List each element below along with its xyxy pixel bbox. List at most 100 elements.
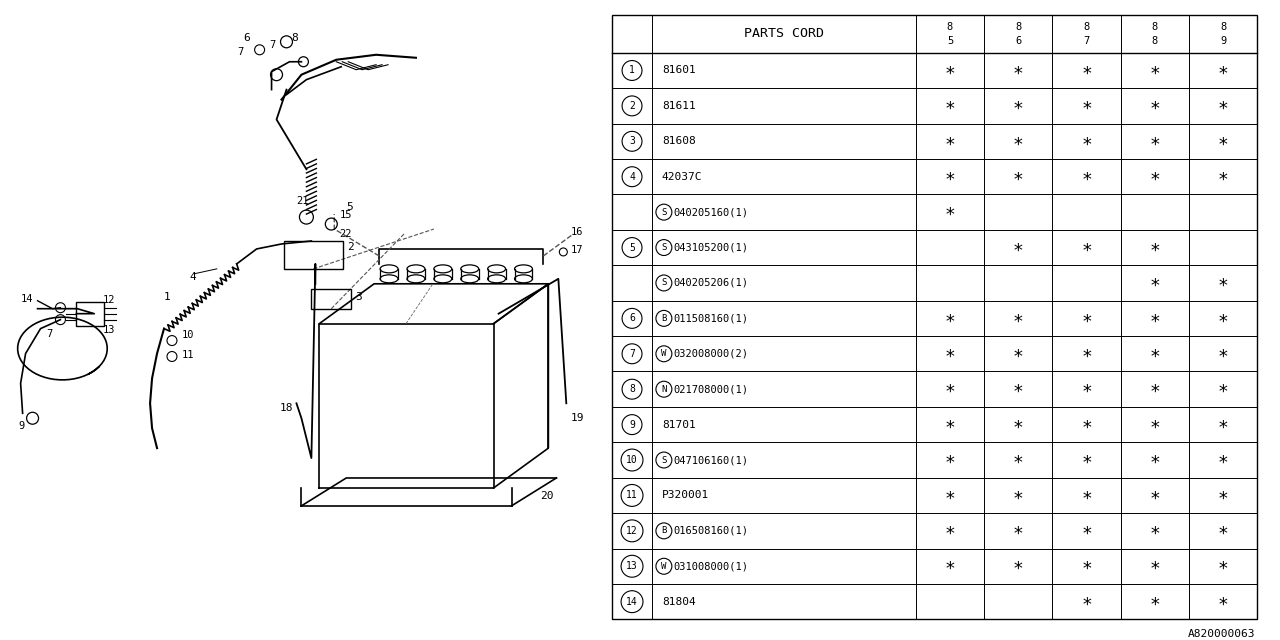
Text: ∗: ∗ <box>1217 415 1229 434</box>
Text: ∗: ∗ <box>945 168 955 186</box>
Text: ∗: ∗ <box>945 486 955 504</box>
Text: 6: 6 <box>628 314 635 323</box>
Bar <box>612 15 1257 620</box>
Text: 81608: 81608 <box>662 136 695 147</box>
Text: ∗: ∗ <box>1217 97 1229 115</box>
Text: 9: 9 <box>19 421 24 431</box>
Text: 13: 13 <box>626 561 637 572</box>
Text: ∗: ∗ <box>1149 61 1161 79</box>
Text: 17: 17 <box>571 245 582 255</box>
Text: ∗: ∗ <box>945 61 955 79</box>
Text: 040205206(1): 040205206(1) <box>673 278 749 288</box>
Text: S: S <box>662 207 667 216</box>
Text: ∗: ∗ <box>1012 451 1024 469</box>
Text: ∗: ∗ <box>1082 522 1092 540</box>
Text: ∗: ∗ <box>1149 557 1161 575</box>
Text: W: W <box>662 562 667 571</box>
Text: 043105200(1): 043105200(1) <box>673 243 749 253</box>
Text: 11: 11 <box>182 349 195 360</box>
Text: ∗: ∗ <box>1217 132 1229 150</box>
Text: ∗: ∗ <box>1149 451 1161 469</box>
Text: 22: 22 <box>339 229 352 239</box>
Text: 12: 12 <box>626 526 637 536</box>
Text: 4: 4 <box>628 172 635 182</box>
Text: ∗: ∗ <box>1012 61 1024 79</box>
Text: ∗: ∗ <box>1217 345 1229 363</box>
Text: ∗: ∗ <box>1082 486 1092 504</box>
Text: ∗: ∗ <box>1217 309 1229 328</box>
Text: 021708000(1): 021708000(1) <box>673 384 749 394</box>
Text: 032008000(2): 032008000(2) <box>673 349 749 359</box>
Text: 6: 6 <box>1015 36 1021 46</box>
Text: 20: 20 <box>540 491 554 501</box>
Text: ∗: ∗ <box>1149 97 1161 115</box>
Text: B: B <box>662 526 667 535</box>
Text: ∗: ∗ <box>1217 61 1229 79</box>
Text: ∗: ∗ <box>1217 522 1229 540</box>
Text: ∗: ∗ <box>1082 168 1092 186</box>
Text: 6: 6 <box>243 33 251 43</box>
Text: W: W <box>662 349 667 358</box>
Text: ∗: ∗ <box>1149 239 1161 257</box>
Text: 8: 8 <box>1220 22 1226 32</box>
Text: A820000063: A820000063 <box>1188 629 1256 639</box>
Text: ∗: ∗ <box>1082 451 1092 469</box>
Text: 3: 3 <box>356 292 362 301</box>
Text: ∗: ∗ <box>1149 309 1161 328</box>
Text: ∗: ∗ <box>1082 415 1092 434</box>
Text: ∗: ∗ <box>945 451 955 469</box>
Text: ∗: ∗ <box>1012 380 1024 398</box>
Text: 4: 4 <box>189 272 197 282</box>
Bar <box>311 289 351 308</box>
Text: PARTS CORD: PARTS CORD <box>744 28 824 40</box>
Text: ∗: ∗ <box>945 132 955 150</box>
Text: 5: 5 <box>947 36 954 46</box>
Text: 15: 15 <box>339 210 352 220</box>
Text: 7: 7 <box>1083 36 1089 46</box>
Text: 14: 14 <box>20 294 33 304</box>
Text: ∗: ∗ <box>1012 309 1024 328</box>
Text: 040205160(1): 040205160(1) <box>673 207 749 217</box>
Text: 18: 18 <box>279 403 293 413</box>
Text: S: S <box>662 278 667 287</box>
Text: ∗: ∗ <box>1012 522 1024 540</box>
Text: ∗: ∗ <box>1217 274 1229 292</box>
Text: 14: 14 <box>626 596 637 607</box>
Text: 81804: 81804 <box>662 596 695 607</box>
Text: ∗: ∗ <box>1012 97 1024 115</box>
Text: S: S <box>662 243 667 252</box>
Text: ∗: ∗ <box>1012 168 1024 186</box>
Text: 9: 9 <box>628 420 635 429</box>
Text: ∗: ∗ <box>1012 415 1024 434</box>
Text: ∗: ∗ <box>1012 557 1024 575</box>
Text: ∗: ∗ <box>1149 168 1161 186</box>
Text: 9: 9 <box>1220 36 1226 46</box>
Text: ∗: ∗ <box>945 345 955 363</box>
Text: 16: 16 <box>571 227 582 237</box>
Bar <box>283 241 343 269</box>
Text: ∗: ∗ <box>945 97 955 115</box>
Text: 016508160(1): 016508160(1) <box>673 526 749 536</box>
Text: B: B <box>662 314 667 323</box>
Text: ∗: ∗ <box>1082 61 1092 79</box>
Text: 7: 7 <box>628 349 635 359</box>
Text: 8: 8 <box>1152 36 1158 46</box>
Text: ∗: ∗ <box>1149 415 1161 434</box>
Text: N: N <box>662 385 667 394</box>
Text: 10: 10 <box>182 330 195 340</box>
Text: ∗: ∗ <box>1082 132 1092 150</box>
Text: 3: 3 <box>628 136 635 147</box>
Text: ∗: ∗ <box>1012 486 1024 504</box>
Text: 11: 11 <box>626 490 637 500</box>
Text: ∗: ∗ <box>1217 593 1229 611</box>
Text: 5: 5 <box>628 243 635 253</box>
Text: 031008000(1): 031008000(1) <box>673 561 749 572</box>
Text: ∗: ∗ <box>945 522 955 540</box>
Text: 8: 8 <box>1015 22 1021 32</box>
Text: 1: 1 <box>628 65 635 76</box>
Text: ∗: ∗ <box>945 415 955 434</box>
Text: 011508160(1): 011508160(1) <box>673 314 749 323</box>
Text: P320001: P320001 <box>662 490 709 500</box>
Text: ∗: ∗ <box>1149 380 1161 398</box>
Text: ∗: ∗ <box>1082 97 1092 115</box>
